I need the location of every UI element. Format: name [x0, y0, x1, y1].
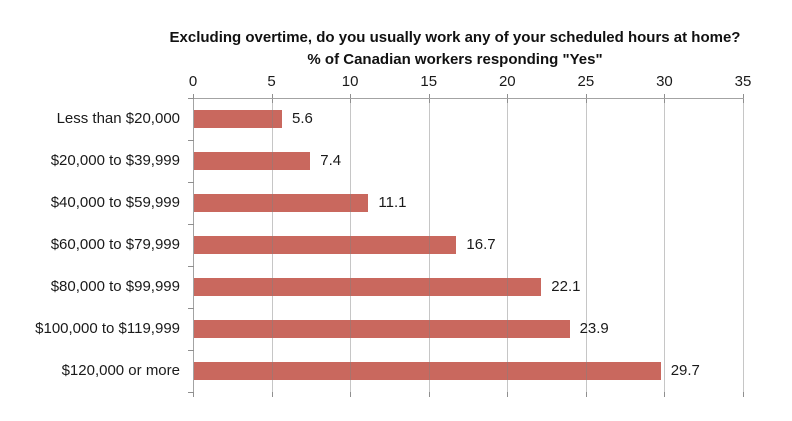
axis-tick — [428, 392, 430, 397]
bar-value-label: 29.7 — [670, 362, 700, 379]
category-label: Less than $20,000 — [56, 110, 180, 127]
category-axis-line — [193, 98, 194, 393]
category-label: $80,000 to $99,999 — [50, 278, 180, 295]
x-tick-label: 5 — [267, 73, 276, 90]
category-axis-tick — [188, 350, 194, 351]
gridline — [743, 98, 744, 392]
axis-tick — [350, 392, 352, 397]
category-axis-tick — [188, 392, 194, 393]
x-tick-label: 10 — [341, 73, 359, 90]
x-tick-label: 0 — [188, 73, 198, 90]
category-label: $20,000 to $39,999 — [50, 152, 180, 169]
category-axis-tick — [188, 98, 194, 99]
x-tick-label: 30 — [656, 73, 673, 90]
axis-tick — [664, 392, 666, 397]
x-tick-label: 25 — [577, 73, 595, 90]
bar-value-label: 22.1 — [551, 278, 581, 295]
gridline — [585, 98, 587, 392]
x-tick-label: 15 — [420, 73, 438, 90]
category-label: $60,000 to $79,999 — [50, 236, 180, 253]
category-axis-tick — [188, 266, 194, 267]
bar — [194, 110, 282, 128]
bar-value-label: 16.7 — [466, 236, 496, 253]
axis-tick — [507, 392, 509, 397]
category-label: $40,000 to $59,999 — [50, 194, 180, 211]
bar — [194, 152, 311, 170]
chart-subtitle: % of Canadian workers responding "Yes" — [307, 51, 603, 68]
axis-tick — [271, 392, 273, 397]
category-axis-tick — [188, 224, 194, 225]
bar-value-label: 7.4 — [320, 152, 342, 169]
category-label: $120,000 or more — [61, 362, 180, 379]
bar — [194, 362, 661, 380]
bar-value-label: 11.1 — [378, 194, 407, 211]
gridline — [664, 98, 666, 392]
gridline — [271, 98, 273, 392]
bar — [194, 236, 457, 254]
bar-value-label: 23.9 — [579, 320, 609, 337]
category-axis-tick — [188, 308, 194, 309]
gridline — [507, 98, 509, 392]
bar — [194, 194, 369, 212]
chart-title-block: Excluding overtime, do you usually work … — [130, 27, 780, 71]
gridline — [428, 98, 430, 392]
chart-title: Excluding overtime, do you usually work … — [169, 29, 741, 46]
category-axis-tick — [188, 182, 194, 183]
bar — [194, 320, 570, 338]
x-tick-label: 35 — [734, 73, 752, 90]
category-label: $100,000 to $119,999 — [35, 320, 180, 337]
gridline — [350, 98, 352, 392]
axis-tick — [585, 392, 587, 397]
value-axis-line — [193, 98, 744, 99]
bar-value-label: 5.6 — [292, 110, 313, 127]
category-axis-tick — [188, 140, 194, 141]
axis-tick — [193, 392, 194, 397]
x-tick-label: 20 — [498, 73, 516, 90]
axis-tick — [743, 392, 744, 397]
bar — [194, 278, 542, 296]
